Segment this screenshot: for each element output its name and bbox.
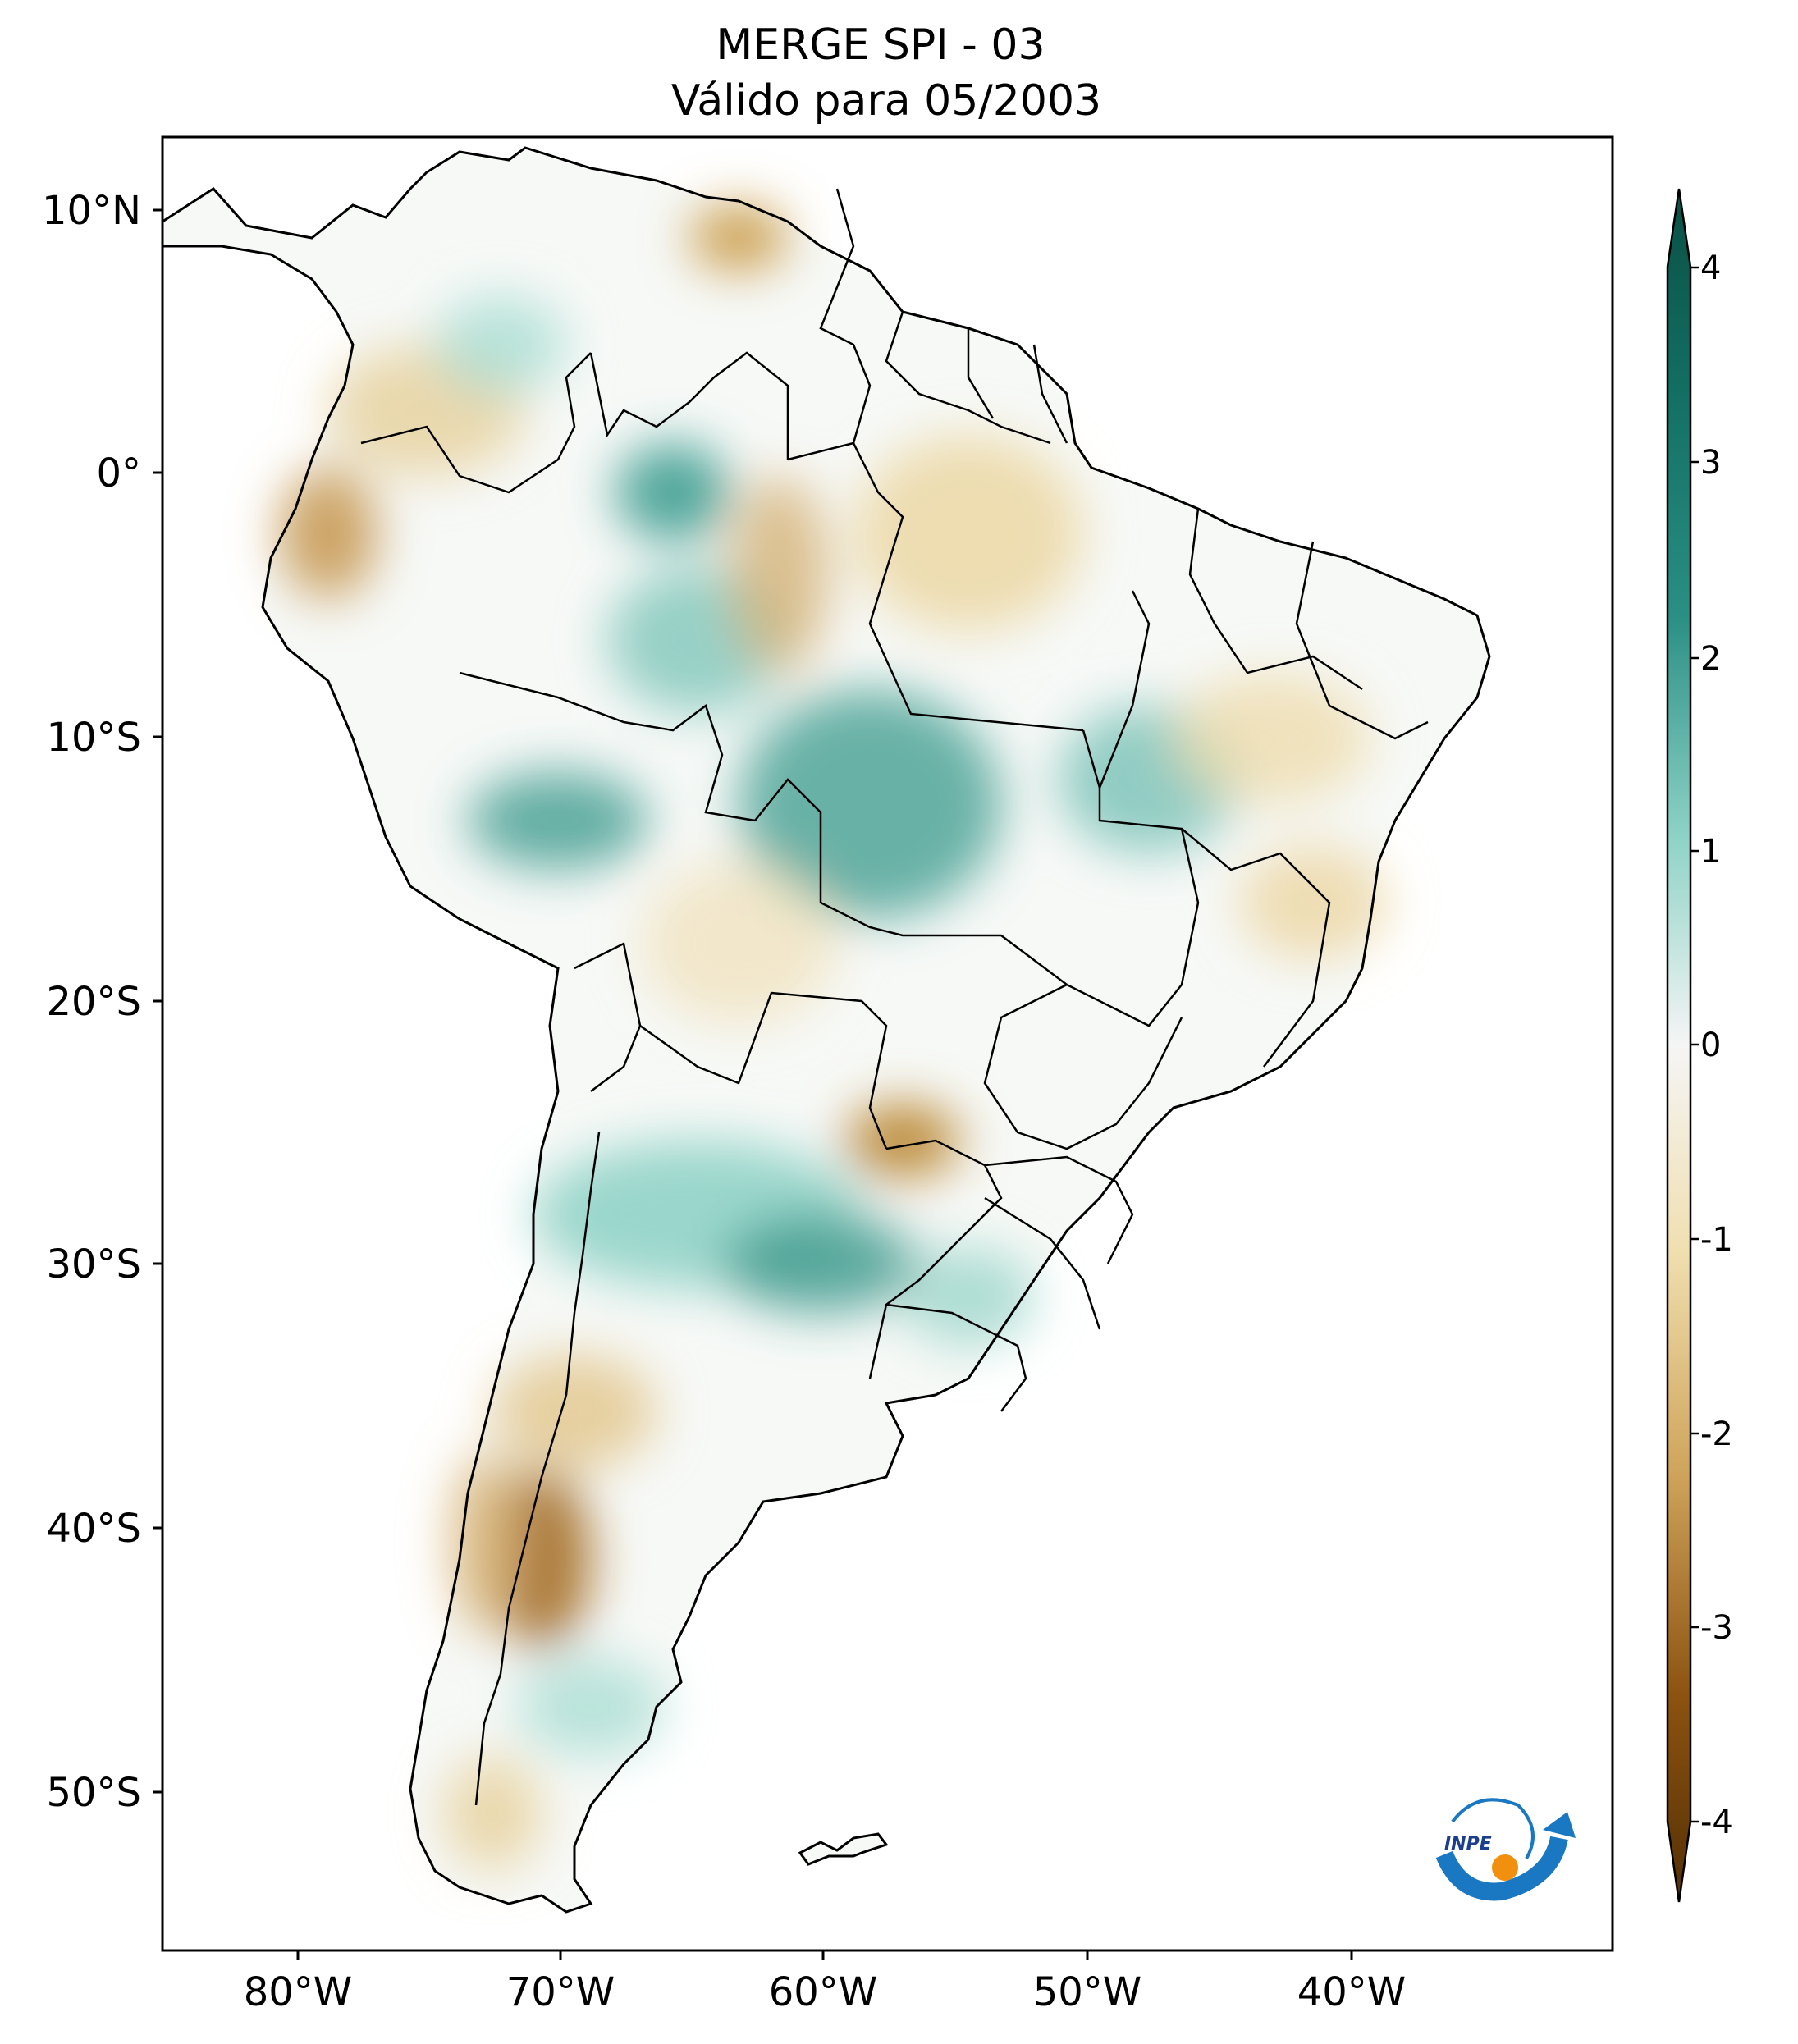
colorbar-tick-label: -1 bbox=[1700, 1221, 1733, 1259]
lon-tick-label: 50°W bbox=[1033, 1969, 1142, 2015]
inpe-logo: INPE bbox=[1435, 1798, 1576, 1901]
colorbar-tick-label: 1 bbox=[1700, 833, 1721, 871]
lat-tick-label: 10°N bbox=[42, 188, 141, 234]
longitude-axis: 80°W 70°W 60°W 50°W 40°W bbox=[244, 1950, 1407, 2015]
lat-tick-label: 10°S bbox=[46, 715, 141, 761]
logo-sun-icon bbox=[1492, 1854, 1518, 1881]
falkland-islands bbox=[798, 1832, 889, 1866]
spi-anomaly-field bbox=[279, 205, 1387, 1871]
colorbar-tick-label: 3 bbox=[1700, 444, 1721, 482]
lat-tick-label: 30°S bbox=[46, 1241, 141, 1287]
latitude-axis: 10°N 0° 10°S 20°S 30°S 40°S 50°S bbox=[42, 188, 162, 1816]
logo-text: INPE bbox=[1444, 1834, 1492, 1854]
colorbar-tick-label: 2 bbox=[1700, 640, 1721, 678]
lon-tick-label: 80°W bbox=[244, 1969, 353, 2015]
colorbar-tick-label: 4 bbox=[1700, 249, 1721, 287]
colorbar-body bbox=[1666, 188, 1692, 1903]
map-title: MERGE SPI - 03 bbox=[716, 21, 1045, 70]
colorbar: 4 3 2 1 0 -1 -2 -3 -4 bbox=[1666, 188, 1733, 1903]
coastline bbox=[162, 146, 1491, 1914]
map-area: INPE bbox=[162, 146, 1576, 1914]
lon-tick-label: 40°W bbox=[1297, 1969, 1407, 2015]
map-frame bbox=[161, 135, 1614, 1952]
map-subtitle: Válido para 05/2003 bbox=[671, 76, 1101, 126]
lat-tick-label: 20°S bbox=[46, 979, 141, 1025]
country-state-borders bbox=[360, 188, 1429, 1806]
colorbar-tick-label: 0 bbox=[1700, 1027, 1721, 1064]
colorbar-tick-label: -4 bbox=[1700, 1804, 1733, 1841]
lon-tick-label: 60°W bbox=[769, 1969, 878, 2015]
colorbar-tick-label: -2 bbox=[1700, 1415, 1733, 1453]
logo-swoosh-icon bbox=[1435, 1836, 1568, 1901]
logo-arrow-icon bbox=[1543, 1812, 1576, 1838]
logo-orbit-icon bbox=[1451, 1798, 1535, 1859]
lat-tick-label: 0° bbox=[96, 450, 141, 496]
lat-tick-label: 50°S bbox=[46, 1770, 141, 1816]
colorbar-tick-label: -3 bbox=[1700, 1609, 1733, 1647]
lat-tick-label: 40°S bbox=[46, 1506, 141, 1552]
lon-tick-label: 70°W bbox=[506, 1969, 615, 2015]
